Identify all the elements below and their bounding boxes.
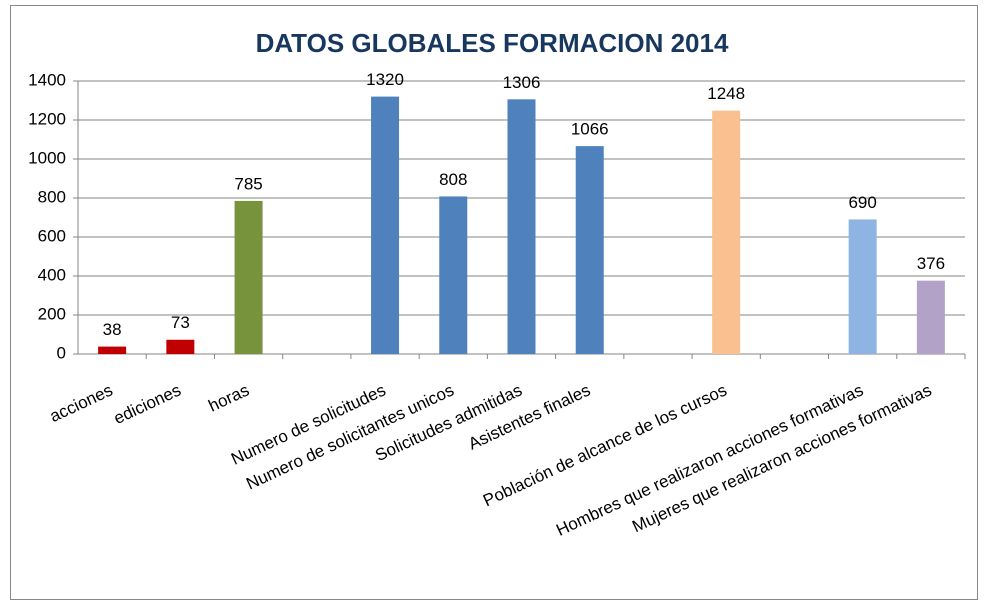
y-tick-label: 1200 <box>28 109 66 128</box>
y-tick-label: 0 <box>57 343 66 362</box>
y-tick-label: 1400 <box>28 70 66 89</box>
data-label: 376 <box>917 254 945 273</box>
y-tick-label: 800 <box>38 187 66 206</box>
chart-title: DATOS GLOBALES FORMACION 2014 <box>256 28 729 58</box>
data-label: 1066 <box>571 120 609 139</box>
data-label: 690 <box>848 193 876 212</box>
data-label: 1306 <box>503 73 541 92</box>
data-label: 1248 <box>707 84 745 103</box>
bar <box>575 146 604 354</box>
bar <box>712 110 741 354</box>
data-label: 808 <box>439 170 467 189</box>
data-label: 38 <box>103 320 122 339</box>
chart-border <box>10 5 978 600</box>
y-tick-label: 200 <box>38 304 66 323</box>
y-tick-label: 1000 <box>28 148 66 167</box>
data-label: 1320 <box>366 70 404 89</box>
bar <box>916 280 945 354</box>
bar <box>439 196 468 354</box>
data-label: 73 <box>171 313 190 332</box>
y-tick-label: 400 <box>38 265 66 284</box>
bar <box>98 346 127 354</box>
data-label: 785 <box>234 174 262 193</box>
bar <box>234 200 263 354</box>
bar <box>371 96 400 354</box>
y-tick-label: 600 <box>38 226 66 245</box>
bar <box>166 339 195 354</box>
bar <box>848 219 877 354</box>
bar <box>507 99 536 354</box>
